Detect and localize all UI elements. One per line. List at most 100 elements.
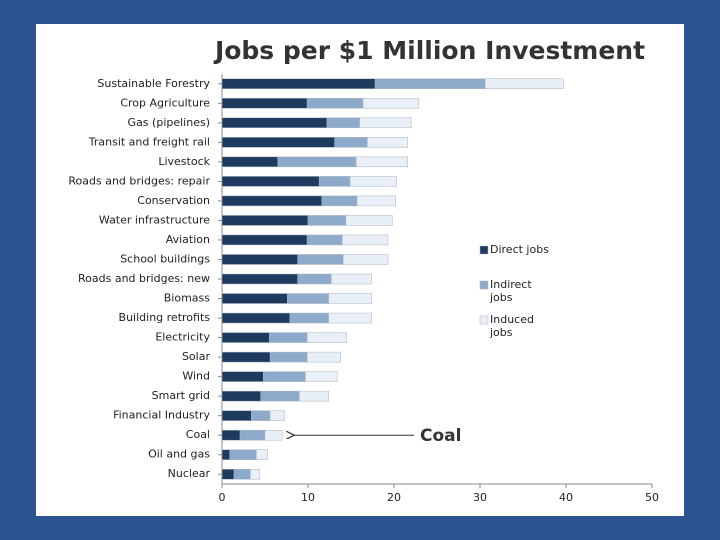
bar-segment <box>297 254 344 265</box>
bar-segment <box>484 78 564 90</box>
y-tick-label: Aviation <box>166 233 210 246</box>
legend-swatch <box>479 245 489 255</box>
y-tick-label: Solar <box>182 350 211 363</box>
bar-segment <box>269 410 286 421</box>
bar-segment <box>367 137 409 148</box>
legend-label: Indirect jobs <box>490 278 532 304</box>
bar-segment <box>306 234 343 246</box>
y-tick-label: Wind <box>182 370 210 383</box>
bar-segment <box>328 293 372 304</box>
x-tick-label: 10 <box>301 491 315 504</box>
bar-segment <box>343 254 389 265</box>
bar-segment <box>221 234 308 246</box>
y-tick-label: Water infrastructure <box>99 213 210 226</box>
y-tick-label: Conservation <box>137 194 210 207</box>
bar-segment <box>269 351 308 363</box>
y-tick-label: Electricity <box>155 331 210 344</box>
x-tick-label: 20 <box>387 491 401 504</box>
y-tick-label: Transit and freight rail <box>88 135 210 148</box>
bar-segment <box>306 351 341 363</box>
bar-segment <box>277 156 357 168</box>
bar-segment <box>263 371 306 382</box>
bar-segment <box>349 176 397 187</box>
bar-segment <box>318 176 351 187</box>
bar-segment <box>306 332 347 343</box>
bar-segment <box>260 390 300 402</box>
bar-segment <box>374 78 486 90</box>
bar-segment <box>334 137 368 148</box>
bar-segment <box>221 176 320 187</box>
y-tick-label: Crop Agriculture <box>120 96 210 109</box>
x-tick-label: 40 <box>559 491 573 504</box>
bar-segment <box>221 195 323 207</box>
y-tick-label: School buildings <box>120 252 210 265</box>
bar-segment <box>221 156 279 168</box>
bar-segment <box>269 332 308 343</box>
legend-label: Induced jobs <box>490 313 534 339</box>
bar-segment <box>221 429 241 441</box>
y-tick-label: Roads and bridges: repair <box>68 174 210 187</box>
y-tick-label: Coal <box>186 428 210 441</box>
bar-segment <box>264 429 283 441</box>
bar-segment <box>221 137 335 148</box>
bar-segment <box>221 351 271 363</box>
bar-segment <box>233 468 251 480</box>
bar-segment <box>355 156 409 168</box>
bar-segment <box>307 215 347 226</box>
y-tick-label: Biomass <box>164 292 211 305</box>
y-tick-label: Livestock <box>158 155 210 168</box>
y-tick-label: Smart grid <box>152 389 210 402</box>
bar-segment <box>221 293 288 304</box>
bar-segment <box>250 410 271 421</box>
bar-segment <box>328 312 372 324</box>
y-tick-label: Sustainable Forestry <box>97 77 210 90</box>
x-tick-label: 50 <box>645 491 659 504</box>
bar-segment <box>306 98 364 109</box>
legend-swatch <box>479 315 489 325</box>
y-tick-label: Oil and gas <box>148 448 210 461</box>
bar-segment <box>221 78 376 90</box>
bar-segment <box>229 449 257 460</box>
y-tick-label: Financial Industry <box>113 409 210 422</box>
y-tick-label: Roads and bridges: new <box>78 272 210 285</box>
x-tick-label: 30 <box>473 491 487 504</box>
bar-segment <box>221 254 298 265</box>
bar-segment <box>299 390 329 402</box>
bar-segment <box>250 468 261 480</box>
bar-segment <box>256 449 268 460</box>
bar-segment <box>221 390 261 402</box>
bar-segment <box>342 234 389 246</box>
bar-segment <box>321 195 358 207</box>
chart-title: Jobs per $1 Million Investment <box>213 36 645 65</box>
bar-segment <box>221 371 264 382</box>
bar-segment <box>221 449 230 460</box>
y-tick-label: Building retrofits <box>119 311 211 324</box>
bar-segment <box>330 273 372 285</box>
x-tick-label: 0 <box>219 491 226 504</box>
bar-segment <box>221 312 291 324</box>
bar-segment <box>289 312 329 324</box>
bar-segment <box>345 215 393 226</box>
bar-segment <box>362 98 420 109</box>
bar-segment <box>221 117 328 129</box>
bar-segment <box>297 273 332 285</box>
bar-segment <box>221 332 270 343</box>
bar-segment <box>239 429 266 441</box>
bar-segment <box>326 117 360 129</box>
bar-segment <box>221 410 252 421</box>
legend-swatch <box>479 280 489 290</box>
bar-segment <box>221 215 309 226</box>
bar-segment <box>221 468 235 480</box>
bar-segment <box>287 293 329 304</box>
y-tick-label: Nuclear <box>168 467 211 480</box>
legend-label: Direct jobs <box>490 243 549 256</box>
bar-segment <box>359 117 412 129</box>
bar-segment <box>221 273 298 285</box>
bar-segment <box>305 371 338 382</box>
bar-segment <box>221 98 308 109</box>
bar-segment <box>356 195 396 207</box>
y-tick-label: Gas (pipelines) <box>128 116 210 129</box>
annotation: Coal <box>420 426 461 446</box>
